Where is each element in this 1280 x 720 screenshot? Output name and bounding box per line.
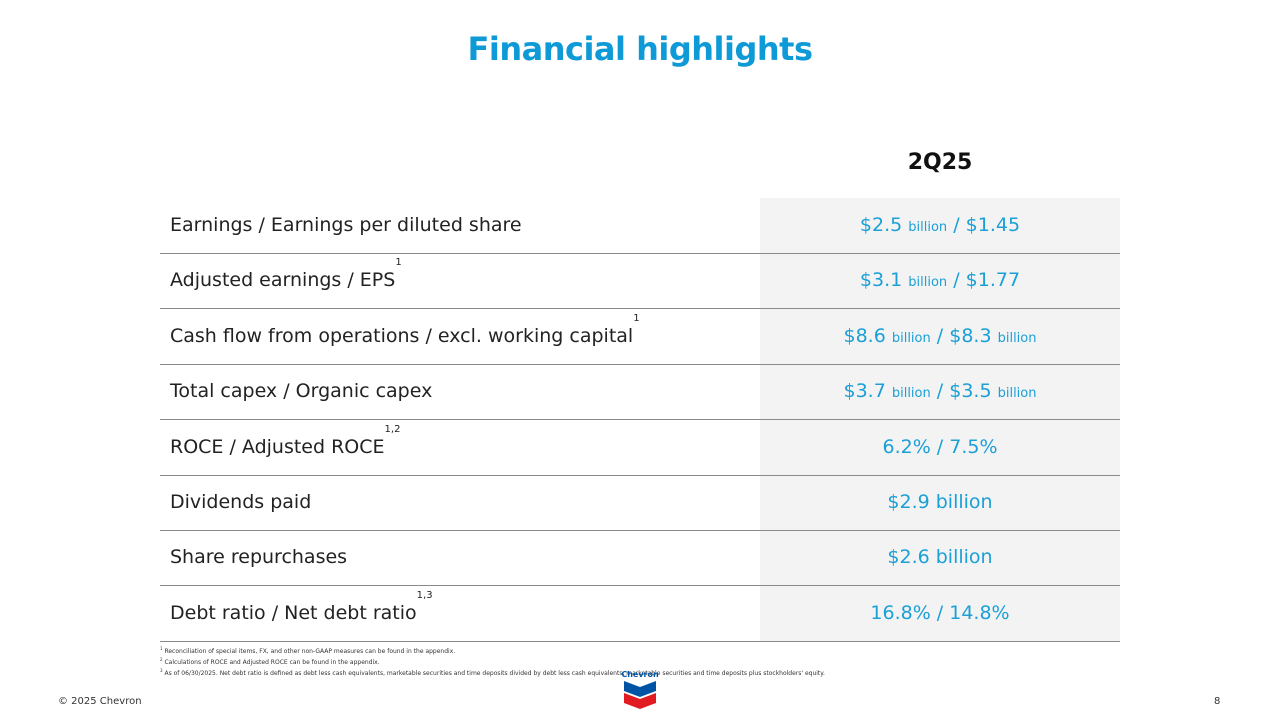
- value-unit: billion: [908, 220, 948, 235]
- row-value: $3.1 billion / $1.77: [760, 253, 1120, 310]
- footnote-text: Reconciliation of special items, FX, and…: [164, 648, 456, 655]
- footnote-ref: 1,3: [416, 589, 433, 601]
- table-row: Dividends paid $2.9 billion: [160, 475, 1120, 531]
- table-row: ROCE / Adjusted ROCE1,2 6.2% / 7.5%: [160, 420, 1120, 476]
- row-label: Total capex / Organic capex: [170, 364, 432, 419]
- value-text: 16.8% / 14.8%: [870, 601, 1010, 624]
- label-text: Earnings / Earnings per diluted share: [170, 214, 522, 236]
- footnote: 1 Reconciliation of special items, FX, a…: [160, 645, 825, 656]
- label-text: Debt ratio / Net debt ratio: [170, 601, 417, 624]
- table-row: Debt ratio / Net debt ratio1,3 16.8% / 14…: [160, 586, 1120, 642]
- footnote-ref: 1,2: [384, 423, 401, 435]
- row-value: 16.8% / 14.8%: [760, 586, 1120, 641]
- label-text: Share repurchases: [170, 546, 348, 569]
- row-label: Cash flow from operations / excl. workin…: [170, 309, 640, 364]
- value-text: / $8.3: [936, 324, 992, 347]
- footnotes: 1 Reconciliation of special items, FX, a…: [160, 645, 825, 678]
- value-text: $2.5: [859, 214, 903, 236]
- row-label: Debt ratio / Net debt ratio1,3: [170, 586, 433, 641]
- row-label: Share repurchases: [170, 530, 347, 585]
- footnote-text: As of 06/30/2025. Net debt ratio is defi…: [164, 670, 825, 677]
- row-label: ROCE / Adjusted ROCE1,2: [170, 420, 400, 475]
- row-label: Adjusted earnings / EPS1: [170, 253, 402, 308]
- table-row: Earnings / Earnings per diluted share $2.…: [160, 198, 1120, 254]
- value-text: $2.9 billion: [887, 491, 993, 513]
- row-label: Earnings / Earnings per diluted share: [170, 198, 522, 253]
- value-text: / $1.77: [953, 269, 1021, 292]
- value-unit: billion: [891, 386, 931, 402]
- value-text: / $1.45: [953, 214, 1021, 236]
- value-unit: billion: [997, 330, 1037, 346]
- logo: Chevron: [620, 670, 660, 713]
- value-text: $2.6 billion: [887, 546, 993, 569]
- copyright: © 2025 Chevron: [58, 696, 142, 707]
- table-row: Share repurchases $2.6 billion: [160, 530, 1120, 587]
- row-label: Dividends paid: [170, 475, 311, 530]
- row-value: $2.9 billion: [760, 475, 1120, 530]
- label-text: Cash flow from operations / excl. workin…: [170, 324, 634, 347]
- logo-text: Chevron: [621, 670, 659, 679]
- footnote: 3 As of 06/30/2025. Net debt ratio is de…: [160, 667, 825, 678]
- footnote: 2 Calculations of ROCE and Adjusted ROCE…: [160, 656, 825, 667]
- table-row: Total capex / Organic capex $3.7 billion …: [160, 364, 1120, 421]
- row-value: $2.6 billion: [760, 530, 1120, 585]
- logo-mark: [624, 681, 656, 709]
- footnote-mark: 3: [160, 668, 163, 673]
- title: Financial highlights: [467, 30, 813, 68]
- value-unit: billion: [908, 275, 948, 291]
- value-text: / $3.5: [936, 380, 992, 403]
- value-text: $3.7: [843, 380, 886, 403]
- table-row: Adjusted earnings / EPS1 $3.1 billion / $…: [160, 253, 1120, 310]
- row-value: $3.7 billion / $3.5 billion: [760, 364, 1120, 421]
- page-number: 8: [1214, 696, 1221, 707]
- table-row: Cash flow from operations / excl. workin…: [160, 309, 1120, 365]
- value-unit: billion: [997, 386, 1037, 402]
- row-value: $8.6 billion / $8.3 billion: [760, 309, 1120, 366]
- footnote-mark: 2: [160, 657, 163, 662]
- column-header: 2Q25: [907, 150, 973, 175]
- label-text: Adjusted earnings / EPS: [170, 269, 396, 292]
- label-text: ROCE / Adjusted ROCE: [170, 435, 385, 458]
- footnote-ref: 1: [395, 257, 402, 269]
- label-text: Total capex / Organic capex: [170, 380, 433, 403]
- footnote-ref: 1: [633, 312, 640, 324]
- value-text: $3.1: [859, 269, 903, 292]
- value-text: 6.2% / 7.5%: [882, 435, 998, 458]
- value-unit: billion: [891, 330, 931, 346]
- footnote-mark: 1: [160, 646, 163, 651]
- value-text: $8.6: [843, 324, 886, 347]
- row-value: $2.5 billion / $1.45: [760, 198, 1120, 255]
- footnote-text: Calculations of ROCE and Adjusted ROCE c…: [164, 659, 380, 666]
- row-value: 6.2% / 7.5%: [760, 420, 1120, 475]
- label-text: Dividends paid: [170, 491, 312, 513]
